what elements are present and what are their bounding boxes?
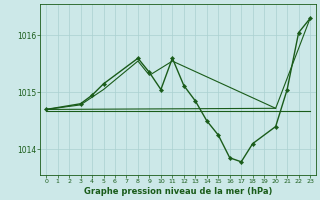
X-axis label: Graphe pression niveau de la mer (hPa): Graphe pression niveau de la mer (hPa) [84, 187, 272, 196]
